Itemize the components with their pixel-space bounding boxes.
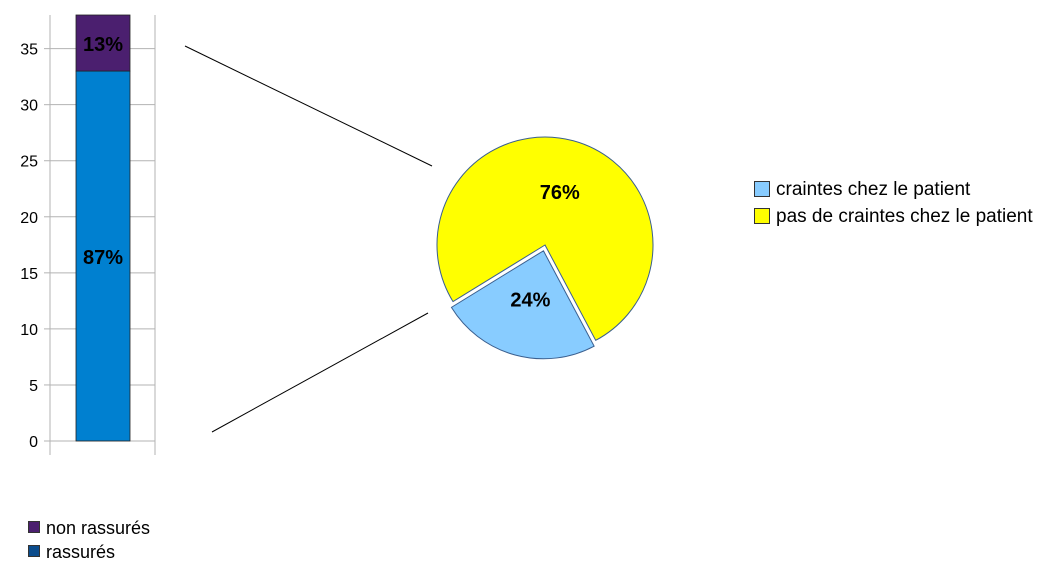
pie-data-label: 76%	[540, 182, 580, 204]
pie-legend-label-pas-de-craintes: pas de craintes chez le patient	[776, 206, 1033, 227]
y-tick-label: 10	[20, 322, 38, 339]
pie-legend: craintes chez le patient pas de craintes…	[754, 176, 1040, 230]
bar-segment	[75, 14, 131, 72]
connector-lines	[184, 45, 433, 433]
y-tick-label: 25	[20, 154, 38, 171]
bar-legend-item-non-rassures: non rassurés	[28, 516, 150, 540]
pie-slice	[436, 136, 654, 342]
bar-legend-swatch-rassures	[28, 545, 40, 557]
pie-legend-label-craintes: craintes chez le patient	[776, 179, 971, 200]
bar-legend-swatch-non-rassures	[28, 521, 40, 533]
bar-data-label: 87%	[83, 247, 123, 269]
y-tick-label: 5	[29, 378, 38, 395]
pie-chart: 76% 24%	[436, 136, 654, 360]
y-tick-label: 20	[20, 210, 38, 227]
y-tick-label: 30	[20, 98, 38, 115]
pie-legend-swatch-pas-de-craintes	[754, 208, 770, 224]
connector-line-top	[184, 45, 433, 167]
y-tick-label: 15	[20, 266, 38, 283]
connector-line-bottom	[211, 312, 429, 433]
stacked-bar-chart: 0 5 10 15 20 25 30 35 87% 13%	[20, 14, 156, 455]
y-tick-label: 0	[29, 434, 38, 451]
pie-legend-swatch-craintes	[754, 181, 770, 197]
pie-slice	[450, 250, 595, 360]
pie-legend-item-pas-de-craintes: pas de craintes chez le patient	[754, 203, 1040, 230]
bar-legend: non rassurés rassurés	[28, 516, 150, 564]
pie-data-label: 24%	[510, 290, 550, 312]
bar-data-label: 13%	[83, 34, 123, 56]
y-tick-label: 35	[20, 42, 38, 59]
bar-legend-item-rassures: rassurés	[28, 540, 150, 564]
pie-legend-item-craintes: craintes chez le patient	[754, 176, 1040, 203]
bar-legend-label-rassures: rassurés	[46, 542, 116, 562]
bar-legend-label-non-rassures: non rassurés	[46, 518, 151, 538]
